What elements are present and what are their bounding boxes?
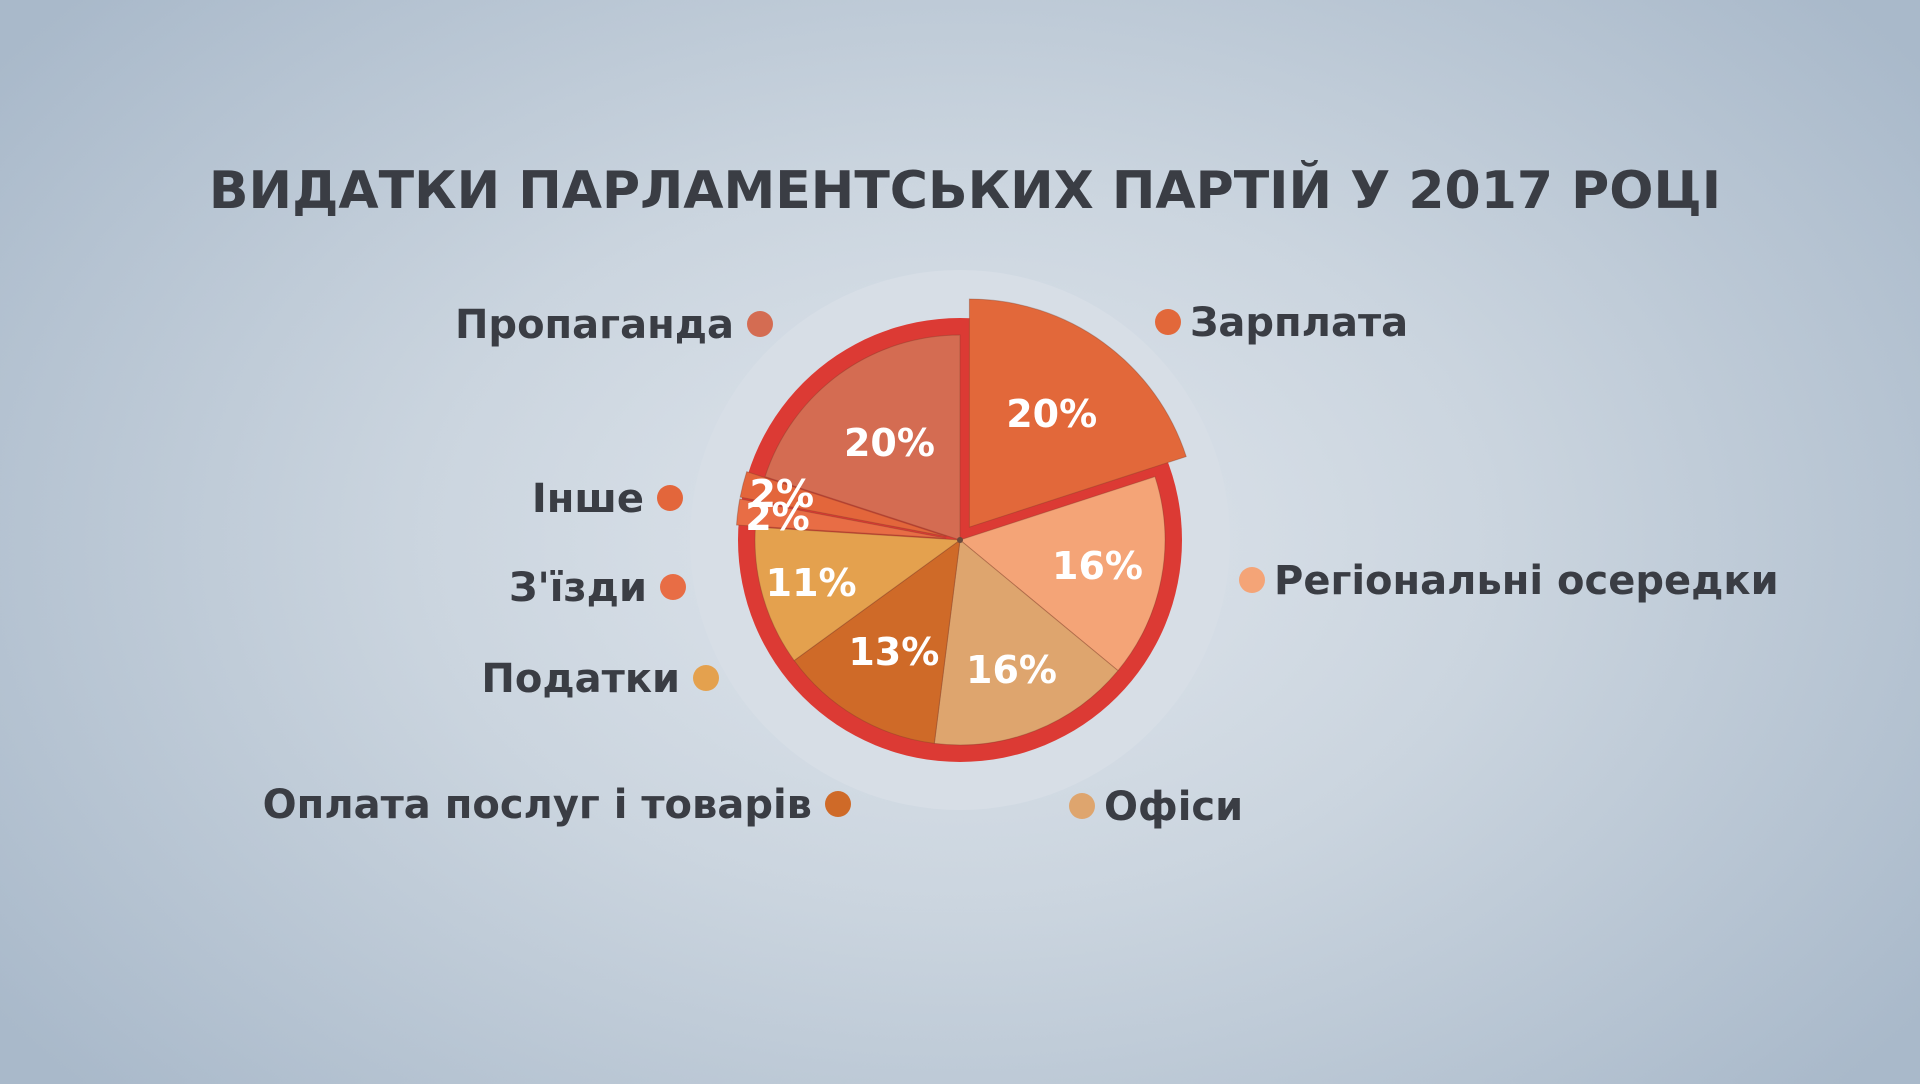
legend-label-taxes: Податки — [481, 656, 680, 702]
pie-slice-congresses — [735, 498, 947, 539]
slice-value-label-services: 13% — [848, 630, 939, 674]
legend-label-propaganda: Пропаганда — [455, 302, 734, 348]
legend-label-salary: Зарплата — [1190, 300, 1408, 346]
slice-value-label-congresses: 2% — [745, 495, 810, 539]
pie-slice-services — [793, 538, 961, 744]
slice-value-label-other: 2% — [750, 472, 815, 516]
pie-center-dot — [957, 537, 963, 543]
slice-value-label-taxes: 11% — [766, 561, 857, 605]
pie-slice-propaganda — [764, 334, 961, 541]
legend-dot-salary — [1155, 309, 1181, 335]
chart-title: ВИДАТКИ ПАРЛАМЕНТСЬКИХ ПАРТІЙ У 2017 РОЦ… — [209, 160, 1721, 221]
slice-value-label-salary: 20% — [1006, 392, 1097, 436]
legend-label-other: Інше — [532, 476, 644, 522]
legend-dot-taxes — [693, 665, 719, 691]
slice-value-label-regional: 16% — [1052, 544, 1143, 588]
pie-slice-salary — [968, 298, 1187, 528]
legend-label-congresses: З'їзди — [509, 565, 647, 611]
legend-label-offices: Офіси — [1104, 784, 1243, 830]
legend-dot-congresses — [660, 574, 686, 600]
pie-slice-offices — [933, 539, 1119, 746]
pie-slice-other — [739, 470, 947, 538]
pie-slice-taxes — [754, 526, 962, 662]
legend-label-regional: Регіональні осередки — [1274, 558, 1779, 604]
legend-dot-services — [825, 791, 851, 817]
pie-slice-regional — [958, 476, 1166, 672]
legend: Зарплата Регіональні осередки Офіси Оплата … — [263, 300, 1779, 830]
pie-slices — [735, 298, 1187, 746]
legend-dot-propaganda — [747, 311, 773, 337]
legend-dot-offices — [1069, 793, 1095, 819]
slice-value-label-offices: 16% — [966, 648, 1057, 692]
legend-label-services: Оплата послуг і товарів — [263, 782, 812, 828]
slice-value-labels: 20% 16% 16% 13% 11% 2%2% 20% — [745, 392, 1143, 692]
slice-value-label-propaganda: 20% — [844, 421, 935, 465]
legend-dot-regional — [1239, 567, 1265, 593]
legend-dot-other — [657, 485, 683, 511]
